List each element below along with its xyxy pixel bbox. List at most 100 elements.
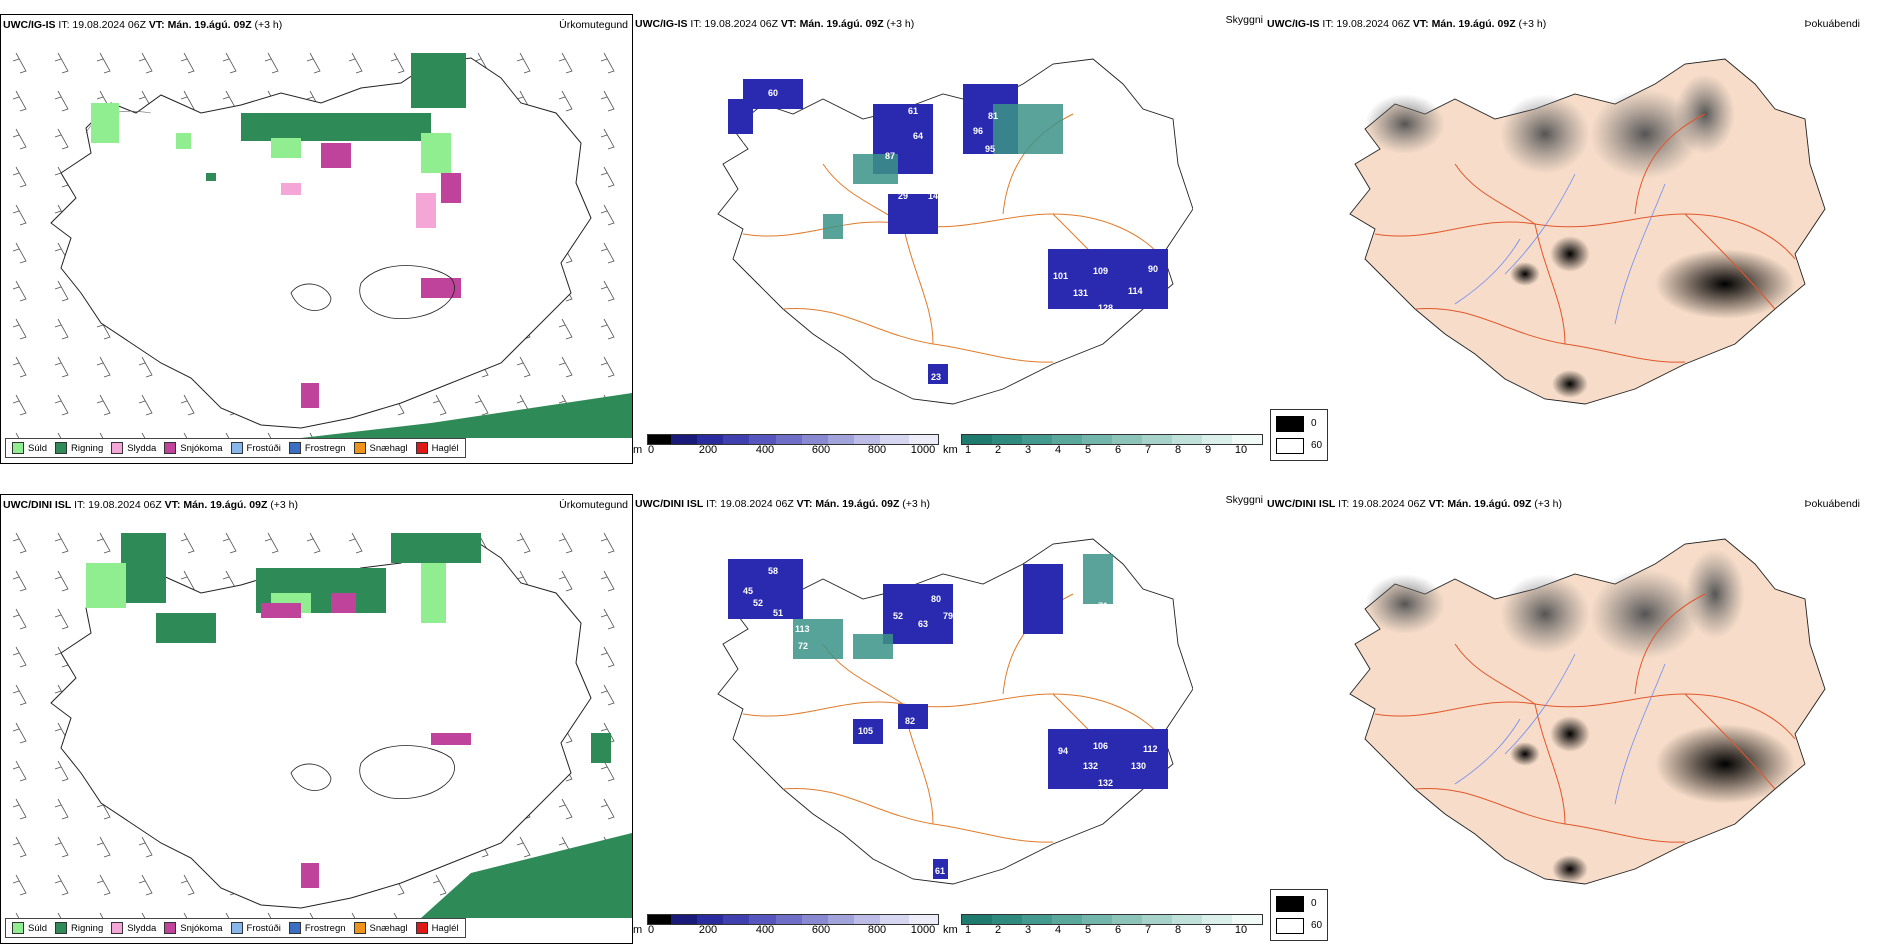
cloud-base-unit: m bbox=[633, 444, 643, 456]
panel-title: UWC/IG-IS IT: 19.08.2024 06Z VT: Mán. 19… bbox=[1267, 18, 1547, 30]
cloud-base-values: 60 97 43 61 87 64 81 96 95 99 29 14 24 9… bbox=[743, 88, 1158, 382]
snjokoma-areas bbox=[301, 143, 461, 408]
tick: 0 bbox=[647, 924, 655, 936]
wind-barb bbox=[12, 646, 27, 668]
svg-text:29: 29 bbox=[898, 191, 908, 201]
tick: 6 bbox=[1114, 444, 1122, 456]
svg-text:87: 87 bbox=[885, 151, 895, 161]
tick: 7 bbox=[1144, 924, 1152, 936]
wind-barb bbox=[600, 356, 615, 378]
fog-rivers bbox=[1454, 173, 1666, 325]
svg-text:106: 106 bbox=[1093, 741, 1108, 751]
visibility-colorbar: km 1 2 3 4 5 6 7 8 9 10 bbox=[943, 914, 1263, 940]
suld-areas bbox=[91, 103, 451, 173]
wind-barb bbox=[432, 394, 447, 416]
cloud-vis-panel-top: UWC/IG-IS IT: 19.08.2024 06Z VT: Mán. 19… bbox=[633, 14, 1265, 464]
legend-item: Frostúði bbox=[230, 442, 281, 454]
svg-text:72: 72 bbox=[798, 641, 808, 651]
wind-barb bbox=[12, 318, 27, 340]
legend-item: Snæhagl bbox=[353, 442, 408, 454]
iceland-fog-map bbox=[1349, 58, 1826, 405]
svg-text:96: 96 bbox=[973, 126, 983, 136]
wind-barb bbox=[600, 318, 615, 340]
fog-map bbox=[1305, 524, 1845, 914]
wind-barb bbox=[516, 836, 531, 858]
wind-barb bbox=[600, 242, 615, 264]
wind-barb bbox=[96, 52, 111, 74]
svg-text:131: 131 bbox=[1073, 288, 1088, 298]
svg-text:24: 24 bbox=[978, 211, 988, 221]
wind-barb bbox=[180, 532, 195, 554]
cloud-base-map: 60 97 43 61 87 64 81 96 95 99 29 14 24 9… bbox=[673, 44, 1193, 424]
legend-item: Rigning bbox=[55, 922, 103, 934]
legend-item: Snjókoma bbox=[164, 442, 223, 454]
wind-barb bbox=[306, 532, 321, 554]
wind-barb bbox=[54, 90, 69, 112]
precip-type-map bbox=[1, 513, 632, 918]
svg-text:114: 114 bbox=[1128, 286, 1143, 296]
wind-barb bbox=[474, 394, 489, 416]
wind-barb bbox=[600, 532, 615, 554]
road-network bbox=[742, 113, 1164, 363]
fog-legend: 0 60 bbox=[1270, 889, 1328, 941]
panel-title: UWC/DINI ISL IT: 19.08.2024 06Z VT: Mán.… bbox=[635, 498, 931, 510]
cloud-vis-panel-bottom: UWC/DINI ISL IT: 19.08.2024 06Z VT: Mán.… bbox=[633, 494, 1265, 944]
svg-text:130: 130 bbox=[1131, 761, 1146, 771]
visibility-label: Skyggni bbox=[1225, 14, 1263, 26]
panel-title: UWC/IG-IS IT: 19.08.2024 06Z VT: Mán. 19… bbox=[635, 18, 915, 30]
wind-barb bbox=[12, 280, 27, 302]
tick: 1 bbox=[964, 444, 972, 456]
wind-barb bbox=[12, 356, 27, 378]
wind-barb bbox=[12, 760, 27, 782]
visibility-unit: km bbox=[943, 444, 958, 456]
svg-text:93: 93 bbox=[913, 246, 923, 256]
wind-barb bbox=[12, 722, 27, 744]
wind-barb bbox=[54, 874, 69, 896]
wind-barb bbox=[138, 836, 153, 858]
visibility-colorbar-ramp bbox=[961, 434, 1263, 445]
wind-barb bbox=[600, 608, 615, 630]
svg-text:19: 19 bbox=[1121, 634, 1131, 644]
legend-item: Frostregn bbox=[288, 922, 346, 934]
wind-barb bbox=[12, 608, 27, 630]
legend-item: Slydda bbox=[111, 442, 156, 454]
wind-barb bbox=[558, 52, 573, 74]
visibility-unit: km bbox=[943, 924, 958, 936]
wind-barb bbox=[600, 128, 615, 150]
precip-type-panel-bottom: UWC/DINI ISL IT: 19.08.2024 06Z VT: Mán.… bbox=[0, 494, 633, 944]
svg-text:94: 94 bbox=[1058, 746, 1068, 756]
wind-barb bbox=[54, 836, 69, 858]
rigning-areas bbox=[206, 53, 632, 438]
wind-barb bbox=[12, 570, 27, 592]
svg-text:80: 80 bbox=[913, 366, 923, 376]
wind-barb bbox=[12, 90, 27, 112]
svg-text:51: 51 bbox=[773, 608, 783, 618]
precip-type-label: Úrkomutegund bbox=[559, 499, 628, 511]
cloud-areas bbox=[728, 79, 1168, 384]
wind-barb bbox=[96, 836, 111, 858]
tick: 0 bbox=[647, 444, 655, 456]
tick: 1000 bbox=[910, 924, 936, 936]
iceland-cloud-map: 58 45 52 51 113 72 52 80 63 79 71 19 17 … bbox=[717, 538, 1193, 885]
cloud-base-unit: m bbox=[633, 924, 643, 936]
tick: 5 bbox=[1084, 924, 1092, 936]
svg-text:99: 99 bbox=[1003, 156, 1013, 166]
rigning-areas bbox=[121, 533, 632, 918]
tick: 3 bbox=[1024, 444, 1032, 456]
tick: 7 bbox=[1144, 444, 1152, 456]
wind-barb bbox=[54, 532, 69, 554]
wind-barb bbox=[54, 318, 69, 340]
panel-title: UWC/IG-IS IT: 19.08.2024 06Z VT: Mán. 19… bbox=[3, 19, 283, 31]
wind-barb bbox=[600, 166, 615, 188]
wind-barb bbox=[12, 394, 27, 416]
wind-barb bbox=[12, 166, 27, 188]
svg-text:61: 61 bbox=[908, 106, 918, 116]
legend-item: Haglél bbox=[415, 442, 459, 454]
wind-barb bbox=[306, 52, 321, 74]
cloud-base-values: 58 45 52 51 113 72 52 80 63 79 71 19 17 … bbox=[743, 566, 1158, 876]
wind-barb bbox=[516, 532, 531, 554]
tick: 200 bbox=[698, 924, 718, 936]
wind-barb bbox=[558, 90, 573, 112]
wind-barb bbox=[222, 52, 237, 74]
wind-barb bbox=[12, 836, 27, 858]
